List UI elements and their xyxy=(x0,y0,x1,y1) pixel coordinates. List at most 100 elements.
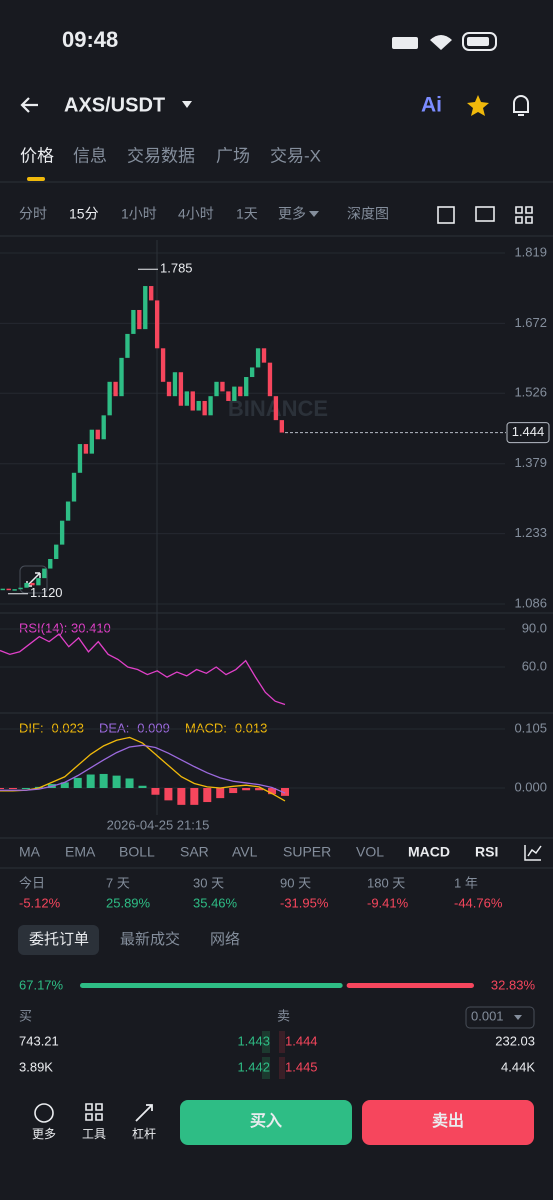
orderbook-tab[interactable]: 最新成交 xyxy=(120,930,180,948)
dropdown-icon[interactable] xyxy=(182,101,192,108)
sell-label[interactable]: 卖出 xyxy=(432,1111,464,1130)
tab[interactable]: 交易-X xyxy=(270,146,321,165)
interval[interactable]: 1天 xyxy=(236,206,258,222)
y-tick-label: 1.672 xyxy=(514,315,547,330)
macd-bar xyxy=(125,778,134,788)
depth-bg xyxy=(279,1031,285,1053)
tab[interactable]: 信息 xyxy=(73,146,107,165)
ai-button[interactable]: Ai xyxy=(421,94,442,117)
indicator-tab[interactable]: RSI xyxy=(475,844,498,860)
macd-bar xyxy=(86,774,95,788)
sell-button[interactable] xyxy=(362,1100,534,1145)
candle xyxy=(48,558,53,569)
candle xyxy=(113,381,118,397)
buy-label[interactable]: 买入 xyxy=(250,1112,282,1130)
chart-settings-icon[interactable] xyxy=(524,845,542,861)
tab[interactable]: 价格 xyxy=(20,146,54,165)
layout-icon[interactable] xyxy=(515,206,533,224)
indicator-tab[interactable]: EMA xyxy=(65,844,96,860)
candle xyxy=(232,386,237,401)
crosshair-time: 2026-04-25 21:15 xyxy=(107,817,210,832)
precision-select[interactable] xyxy=(465,1006,535,1029)
bottom-tool[interactable]: 杠杆 xyxy=(132,1126,156,1141)
macd-bar xyxy=(216,788,225,799)
period-change: 35.46% xyxy=(193,895,238,910)
buy-ratio-bar xyxy=(80,983,343,988)
macd-bar xyxy=(0,788,4,789)
favorite-icon[interactable] xyxy=(467,95,489,116)
macd-bar xyxy=(8,788,17,789)
candle xyxy=(6,588,11,591)
macd-bar xyxy=(151,788,160,795)
indicator-tab[interactable]: MACD xyxy=(408,844,450,860)
candle xyxy=(12,589,17,591)
indicator-tab[interactable]: BOLL xyxy=(119,844,155,860)
depth-bg xyxy=(279,1057,285,1079)
candle xyxy=(190,391,195,411)
y-tick-label: 1.819 xyxy=(514,244,547,259)
interval[interactable]: 深度图 xyxy=(347,206,389,222)
y-tick-label: 1.233 xyxy=(514,525,547,540)
candle xyxy=(220,381,225,392)
period-change: 25.89% xyxy=(106,895,151,910)
period-label: 90 天 xyxy=(280,875,311,890)
candle xyxy=(30,582,35,586)
tab[interactable]: 交易数据 xyxy=(127,146,195,165)
macd-line xyxy=(0,744,286,794)
candle xyxy=(279,420,284,433)
interval[interactable]: 更多 xyxy=(278,206,306,222)
candle xyxy=(131,309,136,334)
macd-label: MACD: -0.013 xyxy=(185,720,267,735)
candle xyxy=(154,300,160,349)
sell-ratio: 32.83% xyxy=(491,977,536,992)
more-icon[interactable] xyxy=(34,1103,54,1123)
candle xyxy=(267,362,273,397)
back-icon[interactable] xyxy=(20,97,38,113)
settings-icon[interactable] xyxy=(475,206,495,222)
orderbook-tab[interactable]: 网络 xyxy=(210,931,240,948)
bottom-tool[interactable]: 更多 xyxy=(32,1127,56,1141)
pair-title: AXS/USDT xyxy=(64,94,165,116)
candle xyxy=(261,348,267,363)
more-arrow xyxy=(309,211,319,217)
candle xyxy=(65,501,71,521)
interval[interactable]: 4小时 xyxy=(178,206,214,222)
indicator-tab[interactable]: MA xyxy=(19,844,41,860)
indicator-tab[interactable]: SUPER xyxy=(283,844,331,860)
y-tick-label: 0.105 xyxy=(514,720,547,735)
indicator-tab[interactable]: SAR xyxy=(180,844,209,860)
interval[interactable]: 1小时 xyxy=(121,206,157,222)
candle xyxy=(18,587,23,590)
macd-bar xyxy=(99,773,108,788)
macd-label: DEA: -0.009 xyxy=(99,720,170,735)
candle xyxy=(208,396,213,416)
candle xyxy=(184,391,189,406)
indicator-tab[interactable]: VOL xyxy=(356,844,384,860)
leverage-icon[interactable] xyxy=(135,1104,153,1122)
tool-icon[interactable] xyxy=(437,206,455,224)
indicator-tab[interactable]: AVL xyxy=(232,844,258,860)
macd-bar xyxy=(177,788,186,805)
candle xyxy=(143,286,148,330)
candle xyxy=(166,381,172,397)
bell-icon[interactable] xyxy=(513,95,529,116)
bottom-tool[interactable]: 工具 xyxy=(82,1127,106,1141)
interval[interactable]: 分时 xyxy=(19,206,47,222)
candle xyxy=(24,582,29,588)
tools-icon[interactable] xyxy=(85,1103,103,1121)
buy-button[interactable] xyxy=(180,1100,352,1145)
candle xyxy=(178,372,184,406)
candle xyxy=(172,372,178,397)
candle xyxy=(36,578,41,586)
battery-level xyxy=(467,37,489,46)
candle xyxy=(54,544,59,559)
active-tab-bg xyxy=(18,925,99,955)
status-time: 09:48 xyxy=(62,27,118,52)
interval[interactable]: 15分 xyxy=(69,206,99,222)
ask-qty: 232.03 xyxy=(495,1033,535,1048)
orderbook-tab[interactable]: 委托订单 xyxy=(29,931,89,948)
ask-price: 1.444 xyxy=(285,1033,318,1048)
tab[interactable]: 广场 xyxy=(216,146,250,165)
